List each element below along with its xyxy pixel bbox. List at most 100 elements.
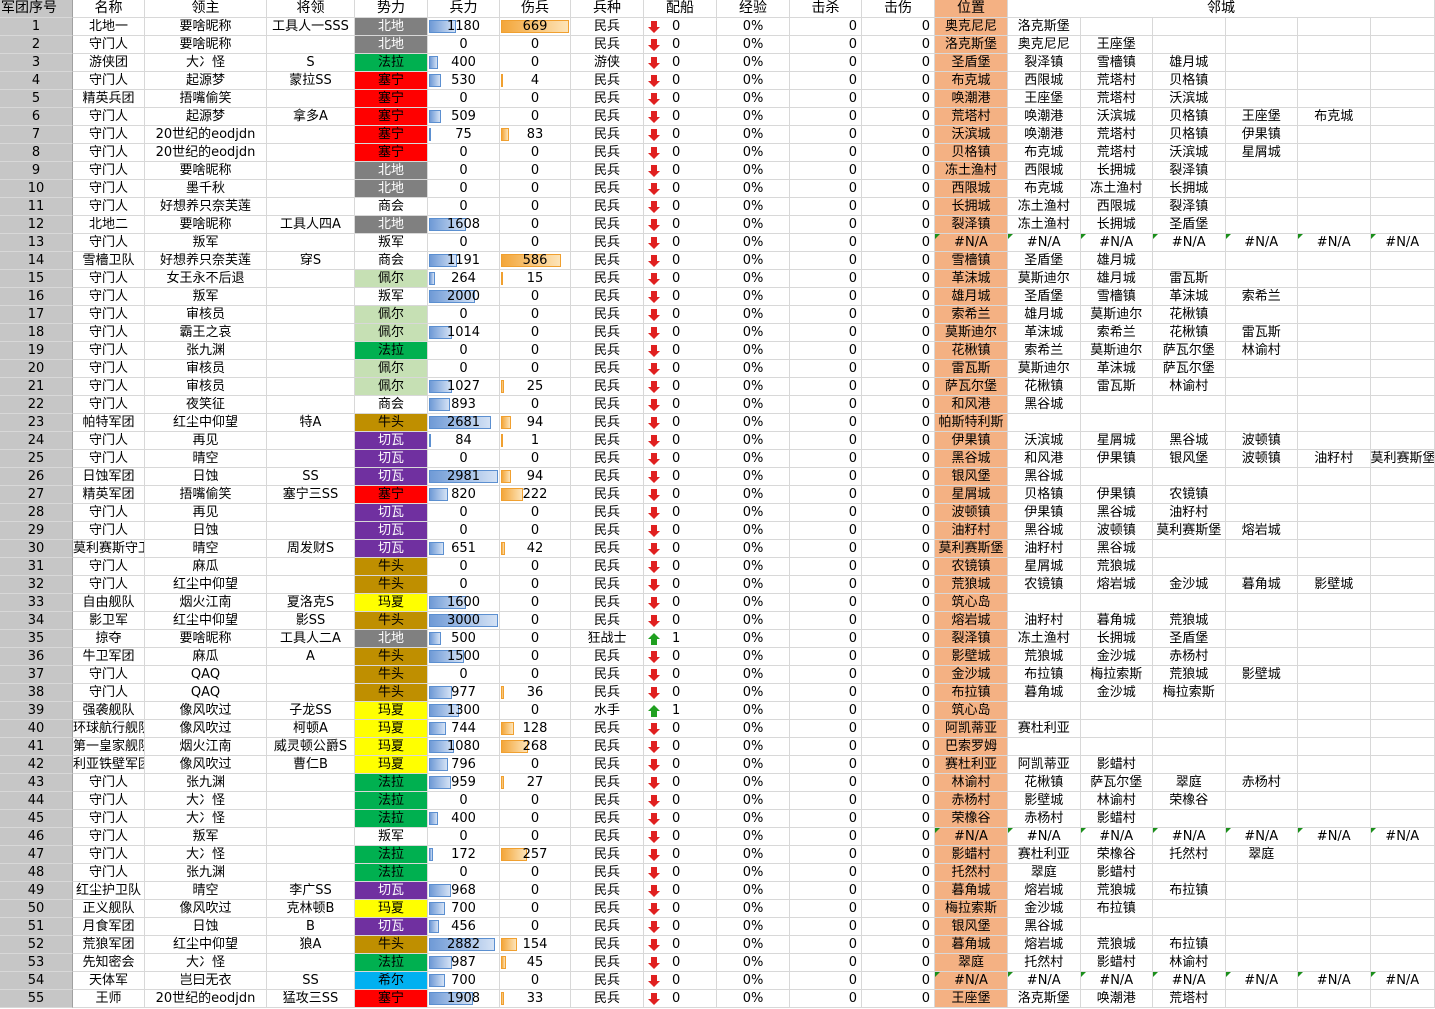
- ship-cell[interactable]: 0: [644, 360, 717, 378]
- neighbor-city-cell[interactable]: [1370, 954, 1435, 972]
- neighbor-city-cell[interactable]: 圣盾堡: [1153, 630, 1226, 648]
- neighbor-city-cell[interactable]: [1370, 522, 1435, 540]
- legion-name-cell[interactable]: 守门人: [73, 144, 145, 162]
- location-cell[interactable]: 花楸镇: [935, 342, 1008, 360]
- neighbor-city-cell[interactable]: 黑谷城: [1008, 918, 1081, 936]
- legion-name-cell[interactable]: 正义舰队: [73, 900, 145, 918]
- lord-cell[interactable]: 叛军: [145, 828, 267, 846]
- neighbor-city-cell[interactable]: [1153, 738, 1226, 756]
- legion-id-cell[interactable]: 40: [0, 720, 73, 738]
- troops-cell[interactable]: 700: [428, 972, 500, 990]
- neighbor-city-cell[interactable]: 布克城: [1008, 180, 1081, 198]
- neighbor-city-cell[interactable]: 林谕村: [1153, 378, 1226, 396]
- legion-id-cell[interactable]: 34: [0, 612, 73, 630]
- ship-cell[interactable]: 0: [644, 900, 717, 918]
- lord-cell[interactable]: 红尘中仰望: [145, 414, 267, 432]
- neighbor-city-cell[interactable]: [1225, 306, 1298, 324]
- general-cell[interactable]: 狼A: [267, 936, 355, 954]
- neighbor-city-cell[interactable]: [1298, 648, 1371, 666]
- general-cell[interactable]: A: [267, 648, 355, 666]
- neighbor-city-cell[interactable]: 影蜡村: [1080, 954, 1153, 972]
- ship-cell[interactable]: 0: [644, 450, 717, 468]
- wounded-cell[interactable]: 94: [500, 414, 571, 432]
- neighbor-city-cell[interactable]: 黑谷城: [1008, 396, 1081, 414]
- legion-id-cell[interactable]: 16: [0, 288, 73, 306]
- kills-cell[interactable]: 0: [790, 666, 862, 684]
- hurt-cell[interactable]: 0: [862, 108, 935, 126]
- kills-cell[interactable]: 0: [790, 90, 862, 108]
- neighbor-city-cell[interactable]: 荒塔村: [1080, 90, 1153, 108]
- legion-name-cell[interactable]: 守门人: [73, 396, 145, 414]
- unit-type-cell[interactable]: 民兵: [571, 972, 644, 990]
- faction-cell[interactable]: 法拉: [355, 54, 428, 72]
- location-cell[interactable]: #N/A: [935, 234, 1008, 252]
- neighbor-city-cell[interactable]: [1370, 432, 1435, 450]
- neighbor-city-cell[interactable]: [1370, 864, 1435, 882]
- location-cell[interactable]: 雪檣镇: [935, 252, 1008, 270]
- neighbor-city-cell[interactable]: [1370, 414, 1435, 432]
- experience-cell[interactable]: 0%: [717, 288, 790, 306]
- kills-cell[interactable]: 0: [790, 72, 862, 90]
- unit-type-cell[interactable]: 水手: [571, 702, 644, 720]
- hurt-cell[interactable]: 0: [862, 774, 935, 792]
- legion-id-cell[interactable]: 19: [0, 342, 73, 360]
- neighbor-city-cell[interactable]: [1298, 738, 1371, 756]
- troops-cell[interactable]: 0: [428, 144, 500, 162]
- hurt-cell[interactable]: 0: [862, 180, 935, 198]
- troops-cell[interactable]: 0: [428, 792, 500, 810]
- troops-cell[interactable]: 1014: [428, 324, 500, 342]
- neighbor-city-cell[interactable]: 沃滨城: [1008, 432, 1081, 450]
- experience-cell[interactable]: 0%: [717, 36, 790, 54]
- neighbor-city-cell[interactable]: 荒狼城: [1008, 648, 1081, 666]
- unit-type-cell[interactable]: 民兵: [571, 414, 644, 432]
- wounded-cell[interactable]: 0: [500, 630, 571, 648]
- neighbor-city-cell[interactable]: [1370, 576, 1435, 594]
- experience-cell[interactable]: 0%: [717, 900, 790, 918]
- column-header-hurt[interactable]: 击伤: [862, 0, 935, 18]
- neighbor-city-cell[interactable]: [1370, 594, 1435, 612]
- kills-cell[interactable]: 0: [790, 270, 862, 288]
- lord-cell[interactable]: 晴空: [145, 540, 267, 558]
- general-cell[interactable]: [267, 126, 355, 144]
- neighbor-city-cell[interactable]: [1225, 720, 1298, 738]
- faction-cell[interactable]: 牛头: [355, 936, 428, 954]
- neighbor-city-cell[interactable]: #N/A: [1153, 828, 1226, 846]
- column-header-name[interactable]: 名称: [73, 0, 145, 18]
- general-cell[interactable]: 柯顿A: [267, 720, 355, 738]
- hurt-cell[interactable]: 0: [862, 234, 935, 252]
- experience-cell[interactable]: 0%: [717, 90, 790, 108]
- neighbor-city-cell[interactable]: [1370, 360, 1435, 378]
- neighbor-city-cell[interactable]: 赛杜利亚: [1008, 846, 1081, 864]
- neighbor-city-cell[interactable]: [1225, 702, 1298, 720]
- general-cell[interactable]: [267, 558, 355, 576]
- neighbor-city-cell[interactable]: 莫斯迪尔: [1080, 342, 1153, 360]
- legion-id-cell[interactable]: 42: [0, 756, 73, 774]
- neighbor-city-cell[interactable]: 索希兰: [1008, 342, 1081, 360]
- neighbor-city-cell[interactable]: 林谕村: [1080, 792, 1153, 810]
- legion-id-cell[interactable]: 52: [0, 936, 73, 954]
- experience-cell[interactable]: 0%: [717, 756, 790, 774]
- unit-type-cell[interactable]: 民兵: [571, 612, 644, 630]
- neighbor-city-cell[interactable]: 雷瓦斯: [1080, 378, 1153, 396]
- location-cell[interactable]: 荣橡谷: [935, 810, 1008, 828]
- neighbor-city-cell[interactable]: 影蜡村: [1080, 756, 1153, 774]
- neighbor-city-cell[interactable]: 梅拉索斯: [1153, 684, 1226, 702]
- neighbor-city-cell[interactable]: 裂泽镇: [1008, 54, 1081, 72]
- hurt-cell[interactable]: 0: [862, 126, 935, 144]
- general-cell[interactable]: SS: [267, 972, 355, 990]
- experience-cell[interactable]: 0%: [717, 702, 790, 720]
- experience-cell[interactable]: 0%: [717, 144, 790, 162]
- hurt-cell[interactable]: 0: [862, 630, 935, 648]
- experience-cell[interactable]: 0%: [717, 612, 790, 630]
- legion-id-cell[interactable]: 1: [0, 18, 73, 36]
- lord-cell[interactable]: 20世纪的eodjdn: [145, 990, 267, 1008]
- general-cell[interactable]: [267, 666, 355, 684]
- ship-cell[interactable]: 0: [644, 216, 717, 234]
- experience-cell[interactable]: 0%: [717, 882, 790, 900]
- unit-type-cell[interactable]: 民兵: [571, 90, 644, 108]
- ship-cell[interactable]: 0: [644, 72, 717, 90]
- neighbor-city-cell[interactable]: 沃滨城: [1153, 144, 1226, 162]
- lord-cell[interactable]: 审核员: [145, 378, 267, 396]
- troops-cell[interactable]: 264: [428, 270, 500, 288]
- kills-cell[interactable]: 0: [790, 792, 862, 810]
